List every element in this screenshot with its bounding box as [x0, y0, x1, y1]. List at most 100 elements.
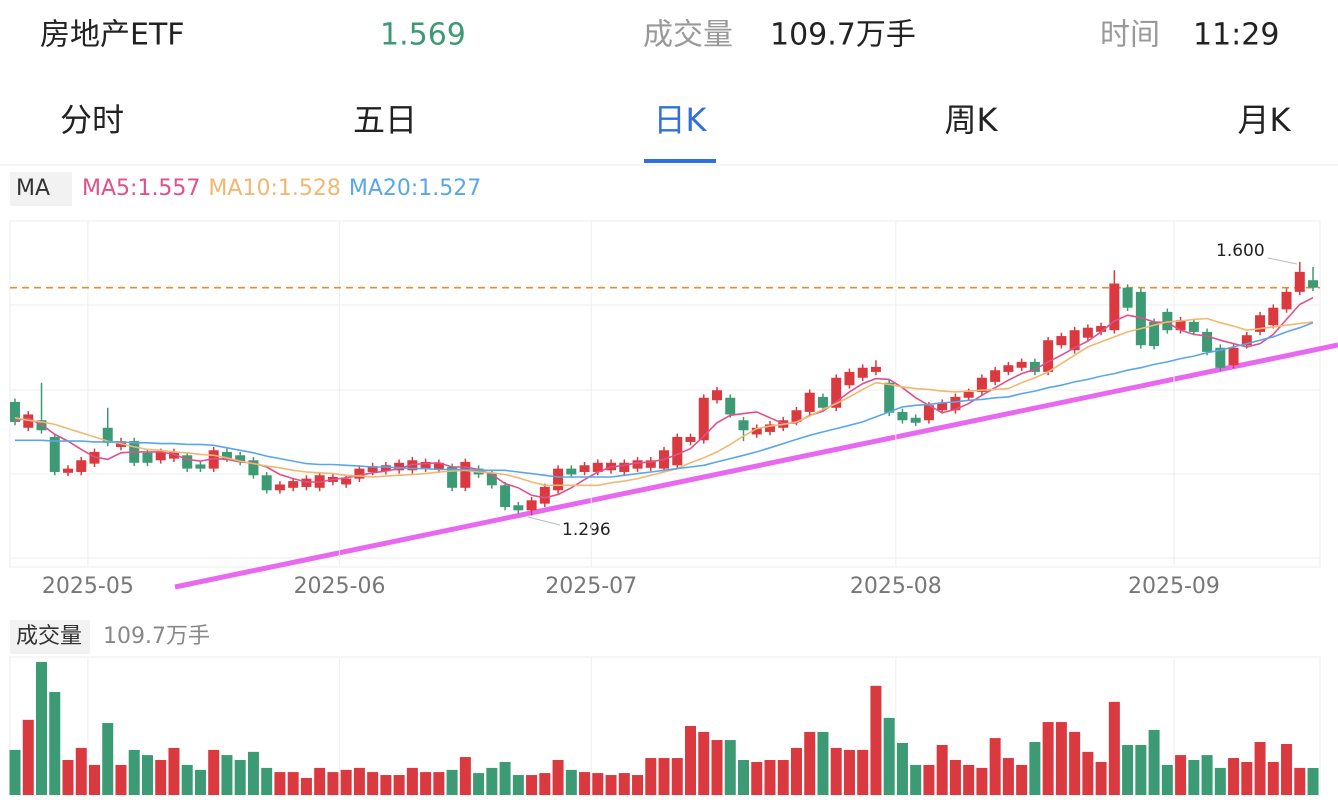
- volume-bar: [49, 691, 61, 795]
- candle-body: [1308, 280, 1319, 288]
- volume-bar: [353, 767, 365, 795]
- candle-body: [937, 402, 948, 411]
- volume-bar: [1307, 767, 1319, 795]
- candle-body: [923, 405, 934, 421]
- volume-bar: [36, 661, 48, 795]
- candle-body: [486, 473, 497, 486]
- volume-bar: [1055, 722, 1067, 795]
- candle-body: [1056, 336, 1067, 346]
- tab[interactable]: 分时: [60, 101, 124, 139]
- volume-bar: [671, 758, 683, 795]
- candle-body: [394, 462, 405, 471]
- volume-bar: [790, 747, 802, 795]
- candle-body: [950, 396, 961, 411]
- candle-body: [380, 465, 391, 472]
- volume-bar: [62, 760, 74, 795]
- candle-body: [1294, 271, 1305, 292]
- volume-bar: [88, 764, 100, 795]
- volume-bar: [512, 775, 524, 795]
- volume-bar: [804, 731, 816, 795]
- fund-name: 房地产ETF: [40, 18, 185, 53]
- x-tick-label: 2025-06: [294, 574, 386, 599]
- candle-body: [288, 481, 299, 488]
- candle-body: [513, 505, 524, 511]
- volume-bar: [168, 747, 180, 795]
- candle-body: [447, 466, 458, 488]
- legend-entry: MA5:1.557: [82, 176, 200, 201]
- candle-body: [341, 478, 352, 485]
- candle-body: [354, 468, 365, 479]
- volume-bar: [155, 760, 167, 795]
- high-annotation: 1.600: [1216, 241, 1265, 261]
- x-tick-label: 2025-08: [850, 574, 942, 599]
- tab[interactable]: 日K: [654, 101, 708, 139]
- volume-bar: [658, 758, 670, 795]
- volume-bar: [486, 767, 498, 795]
- volume-bar: [367, 772, 379, 795]
- trend-line: [174, 342, 1338, 590]
- candle-body: [897, 411, 908, 421]
- volume-bar: [1281, 743, 1293, 795]
- tab[interactable]: 周K: [945, 101, 999, 139]
- candle-body: [208, 450, 219, 469]
- candle-body: [976, 377, 987, 392]
- legend-entry: MA20:1.527: [349, 176, 481, 201]
- candle-body: [857, 367, 868, 378]
- volume-bar: [936, 744, 948, 795]
- annotation-leader: [1267, 257, 1298, 265]
- plot-area: [9, 220, 1321, 568]
- tab[interactable]: 月K: [1238, 101, 1292, 139]
- candle-body: [817, 396, 828, 408]
- volume-bar: [287, 772, 299, 795]
- volume-legend: 成交量: [16, 624, 82, 649]
- legend-title: MA: [16, 176, 50, 201]
- candle-body: [685, 436, 696, 442]
- candle-body: [274, 484, 285, 491]
- candle-body: [539, 486, 550, 504]
- volume-bar: [1254, 742, 1266, 795]
- candle-body: [182, 455, 193, 469]
- volume-bar: [446, 769, 458, 795]
- volume-bar: [115, 764, 127, 795]
- volume-bar: [393, 775, 405, 795]
- candle-body: [910, 417, 921, 423]
- volume-bar: [261, 767, 273, 795]
- candle-body: [1109, 283, 1120, 331]
- volume-bar: [592, 773, 604, 795]
- candle-body: [433, 462, 444, 470]
- candle-body: [1096, 326, 1107, 332]
- volume-bar: [724, 740, 736, 795]
- volume-bar: [9, 749, 21, 795]
- volume-bar: [1201, 755, 1213, 795]
- candle-body: [261, 475, 272, 491]
- candle-body: [831, 377, 842, 408]
- volume-bar: [1029, 742, 1041, 795]
- volume-legend-value: 109.7万手: [103, 624, 210, 649]
- volume-bar: [751, 761, 763, 795]
- volume-bar: [1175, 755, 1187, 795]
- volume-bar: [857, 749, 869, 795]
- candle-body: [1281, 291, 1292, 310]
- candle-body: [49, 436, 60, 472]
- candle-body: [1029, 361, 1040, 372]
- candle-body: [1122, 287, 1133, 308]
- volume-bar: [1122, 744, 1134, 795]
- candle-body: [460, 461, 471, 488]
- tab[interactable]: 五日: [353, 101, 417, 139]
- volume-bar: [552, 760, 564, 795]
- volume-bar: [181, 764, 193, 795]
- volume-bar: [247, 751, 259, 795]
- candle-body: [1162, 311, 1173, 331]
- candle-body: [712, 390, 723, 401]
- candle-body: [526, 500, 537, 511]
- volume-bar: [128, 749, 140, 795]
- volume-bar: [949, 760, 961, 795]
- x-tick-label: 2025-07: [545, 574, 637, 599]
- volume-bar: [1082, 751, 1094, 795]
- candle-body: [884, 382, 895, 413]
- candle-body: [804, 392, 815, 412]
- candle-body: [1215, 347, 1226, 368]
- candle-body: [844, 371, 855, 386]
- volume-bar: [194, 769, 206, 795]
